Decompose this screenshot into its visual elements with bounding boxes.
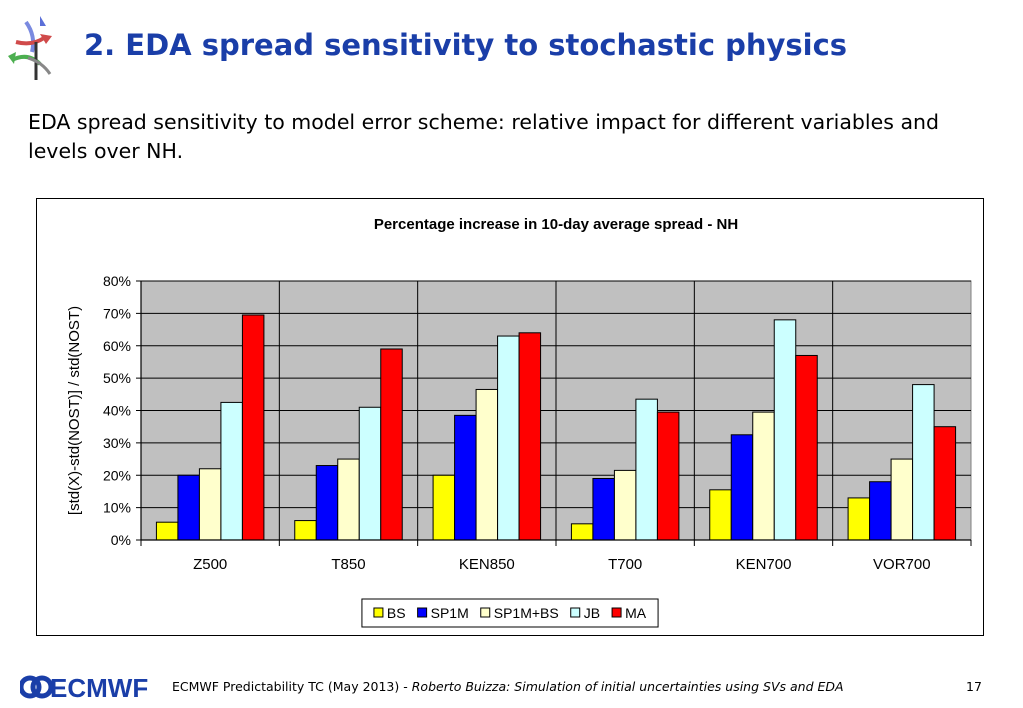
- bar-jb-ken700: [773, 319, 797, 541]
- page-title: 2. EDA spread sensitivity to stochastic …: [84, 28, 848, 62]
- x-tick-label: KEN700: [736, 556, 792, 573]
- bar-bs-t700: [570, 523, 594, 541]
- x-tick-label: KEN850: [459, 556, 515, 573]
- y-tick-label: 20%: [103, 467, 131, 483]
- chart-title: Percentage increase in 10-day average sp…: [374, 216, 738, 233]
- y-tick-label: 60%: [103, 338, 131, 354]
- footer-talk: Roberto Buizza: Simulation of initial un…: [411, 679, 844, 694]
- bar-jb-z500: [220, 401, 243, 541]
- bar-sp1m-vor700: [869, 481, 892, 541]
- bar-sp1m-bs-t850: [337, 458, 360, 541]
- bar-ma-ken700: [795, 354, 818, 541]
- legend-label-sp1m-bs: SP1M+BS: [494, 605, 559, 621]
- ecmwf-arrows-logo: [8, 16, 52, 80]
- bar-chart: Percentage increase in 10-day average sp…: [66, 216, 972, 628]
- bar-sp1m-ken700: [730, 434, 754, 541]
- footer-event: ECMWF Predictability TC (May 2013) -: [172, 679, 408, 694]
- chart-container: Percentage increase in 10-day average sp…: [36, 198, 984, 636]
- bar-sp1m-t850: [315, 465, 339, 541]
- bar-sp1m-bs-t700: [613, 469, 637, 541]
- bar-sp1m-bs-z500: [198, 468, 222, 541]
- x-tick-label: VOR700: [873, 556, 931, 573]
- bar-sp1m-t700: [592, 477, 615, 541]
- bar-sp1m-bs-ken700: [752, 411, 775, 541]
- y-tick-label: 10%: [103, 500, 131, 516]
- y-tick-label: 40%: [103, 403, 131, 419]
- x-tick-label: T700: [608, 556, 642, 573]
- ecmwf-logo-text: ECMWF: [50, 673, 148, 703]
- legend-swatch-bs: [373, 607, 384, 618]
- bar-bs-ken700: [709, 489, 732, 541]
- bar-jb-ken850: [497, 335, 520, 541]
- bar-sp1m-bs-vor700: [890, 458, 914, 541]
- legend-box: [361, 598, 659, 628]
- legend-label-bs: BS: [387, 605, 406, 621]
- bar-jb-vor700: [912, 384, 935, 541]
- x-tick-label: Z500: [193, 556, 227, 573]
- bar-bs-z500: [155, 521, 179, 541]
- x-tick-label: T850: [331, 556, 365, 573]
- legend-swatch-ma: [611, 607, 622, 618]
- bar-ma-z500: [241, 314, 265, 541]
- bar-jb-t850: [358, 406, 382, 541]
- legend-swatch-jb: [570, 607, 581, 618]
- bar-jb-t700: [635, 398, 658, 541]
- y-tick-label: 50%: [103, 370, 131, 386]
- legend-swatch-sp1m-bs: [480, 607, 491, 618]
- bar-bs-ken850: [432, 474, 456, 541]
- bar-sp1m-ken850: [454, 414, 477, 541]
- page-number: 17: [966, 679, 982, 694]
- ecmwf-logo: ECMWF: [20, 673, 148, 703]
- bar-ma-t850: [380, 348, 403, 541]
- bar-ma-t700: [656, 411, 680, 541]
- y-tick-label: 0%: [111, 532, 131, 548]
- legend-swatch-sp1m: [417, 607, 428, 618]
- bar-sp1m-z500: [177, 474, 200, 541]
- legend-label-sp1m: SP1M: [431, 605, 469, 621]
- bar-ma-ken850: [518, 332, 542, 541]
- y-tick-label: 70%: [103, 305, 131, 321]
- bar-bs-vor700: [847, 497, 871, 541]
- footer-text: ECMWF Predictability TC (May 2013) - Rob…: [172, 679, 844, 694]
- legend-label-jb: JB: [584, 605, 600, 621]
- bar-sp1m-bs-ken850: [475, 388, 499, 541]
- y-tick-label: 30%: [103, 435, 131, 451]
- y-axis-label: [std(X)-std(NOST)] / std(NOST): [66, 306, 83, 515]
- bar-bs-t850: [294, 520, 317, 541]
- legend-label-ma: MA: [625, 605, 647, 621]
- page-subtitle: EDA spread sensitivity to model error sc…: [28, 110, 940, 163]
- y-tick-label: 80%: [103, 273, 131, 289]
- bar-ma-vor700: [933, 426, 957, 541]
